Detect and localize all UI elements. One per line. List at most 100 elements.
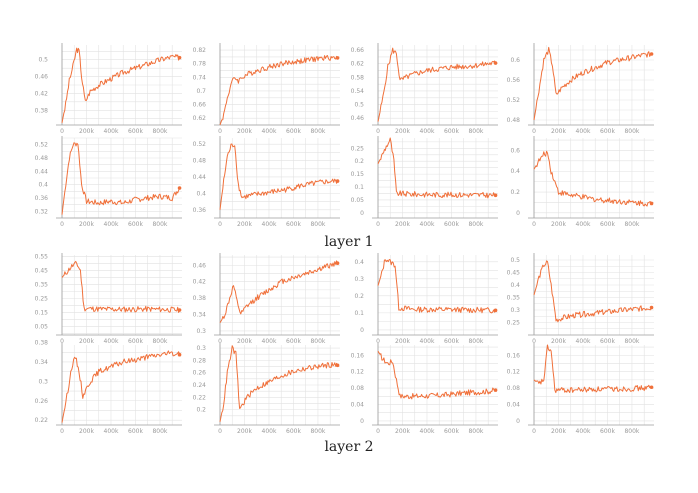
chart-panel-13: 0.22 0.26 0.3 0.34 0.38 0 200k 400k 600k 800k [35,340,182,435]
x-tick-label: 200k [551,128,566,135]
y-tick-label: 0.48 [507,117,521,124]
y-tick-label: 0.44 [193,174,207,181]
y-tick-label: 0.22 [193,394,207,401]
chart-panel-11: 0 0.1 0.2 0.3 0.4 0 200k 400k 600k 800k [354,253,498,345]
y-tick-label: 0.38 [35,107,49,114]
y-tick-label: 0.7 [196,88,206,95]
x-tick-label: 400k [104,428,119,435]
y-tick-label: 0.3 [196,345,206,352]
y-tick-label: 0.04 [351,401,365,408]
x-tick-label: 800k [310,221,325,228]
y-tick-label: 0.12 [351,369,365,376]
x-tick-label: 0 [376,128,380,135]
y-tick-label: 0.25 [35,296,49,303]
y-tick-label: 0.66 [351,47,365,54]
x-tick-label: 600k [444,338,459,345]
caption-layer-1: layer 1 [324,234,373,250]
x-tick-label: 0 [60,338,64,345]
y-tick-label: 0.62 [193,115,207,122]
y-tick-label: 0.15 [35,310,49,317]
y-tick-label: 0.3 [38,378,48,385]
series-line [61,260,181,313]
y-tick-label: 0.26 [35,398,49,405]
x-tick-label: 0 [376,428,380,435]
y-tick-label: 0.38 [35,340,49,347]
y-tick-label: 0.08 [351,385,365,392]
chart-panel-9: 0.05 0.15 0.25 0.35 0.45 0.55 0 200k 400k 600k 800… [35,253,182,345]
y-tick-label: 0.2 [510,189,520,196]
x-tick-label: 800k [624,128,639,135]
x-tick-label: 400k [576,128,591,135]
series-line [61,350,181,423]
x-tick-label: 800k [624,221,639,228]
chart-panel-7: 0 0.05 0.1 0.15 0.2 0.25 0 200k 400k 600k 800k [351,136,498,228]
y-tick-label: 0 [516,418,520,425]
x-tick-label: 200k [395,221,410,228]
x-tick-label: 0 [60,128,64,135]
x-tick-label: 600k [128,221,143,228]
x-tick-label: 600k [286,428,301,435]
y-tick-label: 0.62 [351,61,365,68]
x-tick-label: 0 [218,428,222,435]
x-tick-label: 800k [152,428,167,435]
x-tick-label: 800k [152,221,167,228]
y-tick-label: 0.82 [193,47,207,54]
series-line [61,142,181,215]
y-tick-label: 0.38 [193,295,207,302]
x-tick-label: 200k [395,428,410,435]
x-tick-label: 800k [624,428,639,435]
series-endpoint [493,388,498,392]
x-tick-label: 200k [551,428,566,435]
series-line [377,350,496,400]
y-tick-label: 0 [360,418,364,425]
y-tick-label: 0.4 [38,182,48,189]
x-tick-label: 200k [237,128,252,135]
x-tick-label: 400k [104,338,119,345]
x-tick-label: 800k [152,128,167,135]
x-tick-label: 800k [468,338,483,345]
series-endpoint [649,305,654,310]
y-tick-label: 0.04 [507,401,521,408]
y-tick-label: 0.36 [35,195,49,202]
series-endpoint [177,186,182,190]
y-tick-label: 0.12 [507,369,521,376]
y-tick-label: 0.35 [35,281,49,288]
x-tick-label: 400k [104,128,119,135]
x-tick-label: 0 [376,221,380,228]
y-tick-label: 0.74 [193,74,207,81]
x-tick-label: 200k [237,428,252,435]
y-tick-label: 0.2 [354,293,364,300]
series-endpoint [177,352,182,357]
y-tick-label: 0 [516,210,520,217]
y-tick-label: 0.52 [507,97,521,104]
y-tick-label: 0 [360,327,364,334]
x-tick-label: 400k [576,221,591,228]
chart-panel-10: 0.3 0.34 0.38 0.42 0.46 0 200k 400k 600k 800k [193,253,340,345]
series-line [533,344,652,394]
x-tick-label: 800k [468,221,483,228]
y-tick-label: 0.34 [35,359,49,366]
y-tick-label: 0.22 [35,417,49,424]
x-tick-label: 0 [218,221,222,228]
y-tick-label: 0.3 [510,307,520,314]
series-line [533,46,652,121]
y-tick-label: 0.35 [507,295,521,302]
x-tick-label: 0 [532,128,536,135]
y-tick-label: 0.48 [35,155,49,162]
x-tick-label: 0 [218,128,222,135]
series-line [377,137,496,199]
x-tick-label: 800k [152,338,167,345]
x-tick-label: 400k [576,338,591,345]
x-tick-label: 600k [600,428,615,435]
y-tick-label: 0.45 [35,267,49,274]
y-tick-label: 0.1 [354,184,364,191]
x-tick-label: 600k [600,221,615,228]
chart-panel-12: 0.25 0.3 0.35 0.4 0.45 0.5 0 200k 400k 600k 800k [507,253,654,345]
x-tick-label: 0 [532,338,536,345]
x-tick-label: 400k [262,428,277,435]
x-tick-label: 400k [576,428,591,435]
y-tick-label: 0.3 [354,276,364,283]
series-endpoint [335,56,340,60]
series-line [61,47,181,123]
